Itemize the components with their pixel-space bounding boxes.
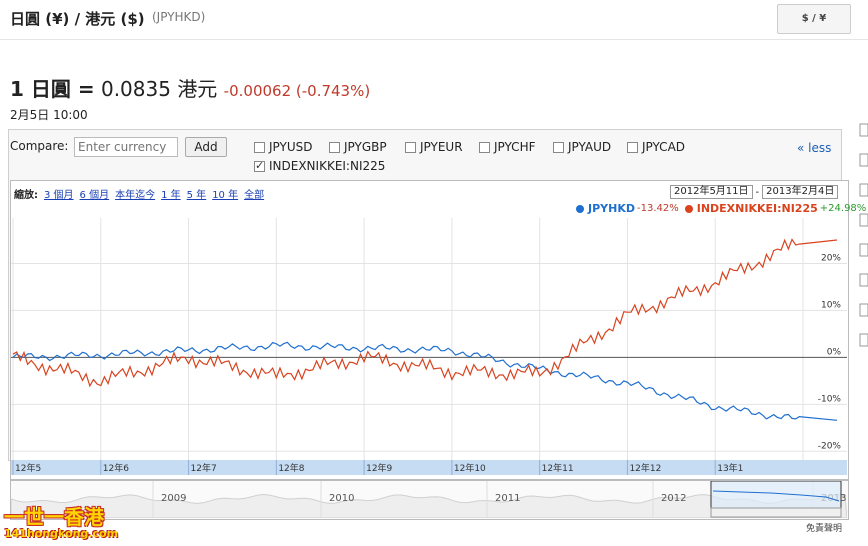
compare-option-label: JPYEUR bbox=[420, 140, 463, 154]
navigator-year-label: 2009 bbox=[161, 493, 186, 504]
legend-series-name: INDEXNIKKEI:NI225 bbox=[696, 202, 818, 215]
navigator-overview[interactable]: 20092010201120122013 bbox=[11, 481, 847, 518]
date-start-field[interactable]: 2012年5月11日 bbox=[670, 185, 753, 199]
zoom-3m[interactable]: 3 個月 bbox=[44, 190, 74, 201]
quote-unit: 港元 bbox=[177, 77, 218, 101]
compare-option-label: JPYCAD bbox=[642, 140, 686, 154]
zoom-ytd[interactable]: 本年迄今 bbox=[115, 190, 156, 201]
navigator-year-label: 2011 bbox=[495, 493, 520, 504]
compare-option-jpyusd[interactable]: JPYUSD bbox=[254, 140, 312, 154]
checkbox[interactable] bbox=[553, 141, 564, 153]
x-tick-label: 12年9 bbox=[366, 462, 392, 474]
chart-legend: JPYHKD -13.42% INDEXNIKKEI:NI225 +24.98% bbox=[576, 202, 866, 215]
ticker-symbol: (JPYHKD) bbox=[152, 10, 206, 24]
add-compare-button[interactable]: Add bbox=[185, 137, 227, 157]
chart-frame bbox=[10, 180, 849, 480]
compare-option-jpychf[interactable]: JPYCHF bbox=[479, 140, 536, 154]
x-tick-label: 12年11 bbox=[542, 462, 574, 474]
compare-label: Compare: bbox=[10, 139, 69, 153]
x-tick-label: 12年7 bbox=[191, 462, 217, 474]
x-axis-labels: 12年5 12年6 12年7 12年8 12年9 12年10 12年11 12年12 13年1 bbox=[12, 460, 743, 475]
compare-option-jpygbp[interactable]: JPYGBP bbox=[329, 140, 387, 154]
checkbox[interactable] bbox=[405, 141, 416, 153]
y-tick-label: 20% bbox=[821, 253, 841, 263]
date-end-field[interactable]: 2013年2月4日 bbox=[762, 185, 839, 199]
compare-option-jpyeur[interactable]: JPYEUR bbox=[405, 140, 463, 154]
series-line-nikkei bbox=[12, 238, 838, 388]
checkbox[interactable] bbox=[627, 141, 638, 153]
x-tick-label: 13年1 bbox=[717, 462, 743, 474]
compare-option-jpycad[interactable]: JPYCAD bbox=[627, 140, 685, 154]
compare-option-label: JPYUSD bbox=[269, 140, 313, 154]
navigator-scrollbar[interactable] bbox=[710, 507, 842, 518]
navigator-year-label: 2010 bbox=[329, 493, 354, 504]
zoom-6m[interactable]: 6 個月 bbox=[79, 190, 110, 201]
navigator-year-label: 2012 bbox=[661, 493, 686, 504]
swap-currency-button[interactable]: $ / ¥ bbox=[777, 4, 851, 34]
quote-time: 2月5日 10:00 bbox=[10, 108, 88, 122]
compare-option-label: INDEXNIKKEI:NI225 bbox=[269, 159, 386, 173]
zoom-5y[interactable]: 5 年 bbox=[186, 190, 207, 201]
legend-dot-icon bbox=[576, 204, 584, 213]
watermark-url: 141hongkong.com bbox=[4, 527, 119, 540]
quote-value: 0.0835 bbox=[100, 77, 171, 101]
page-title: 日圓 (¥) / 港元 ($) bbox=[10, 10, 145, 28]
x-tick-label: 12年6 bbox=[103, 462, 129, 474]
compare-option-label: JPYCHF bbox=[494, 140, 536, 154]
date-range-separator: - bbox=[755, 186, 760, 198]
compare-option-label: JPYAUD bbox=[568, 140, 612, 154]
zoom-label: 縮放: bbox=[14, 190, 38, 201]
series-line-jpyhkd bbox=[12, 341, 838, 421]
x-tick-label: 12年12 bbox=[629, 462, 661, 474]
compare-option-label: JPYGBP bbox=[344, 140, 387, 154]
x-axis-band bbox=[11, 460, 847, 475]
zoom-controls: 縮放: 3 個月 6 個月 本年迄今 1 年 5 年 10 年 全部 bbox=[14, 186, 264, 201]
legend-series-name: JPYHKD bbox=[588, 202, 635, 215]
truncated-side-panel bbox=[859, 123, 868, 347]
watermark-logo: 一世一香港 bbox=[4, 505, 104, 529]
quote-lead: 1 日圓 = bbox=[10, 77, 95, 101]
x-tick-label: 12年8 bbox=[278, 462, 304, 474]
zoom-all[interactable]: 全部 bbox=[244, 190, 265, 201]
x-tick-label: 12年5 bbox=[15, 462, 41, 474]
y-tick-label: -10% bbox=[818, 394, 842, 404]
line-chart[interactable]: 20% 10% 0% -10% -20% bbox=[11, 218, 847, 460]
y-tick-label: 0% bbox=[827, 347, 842, 357]
checkbox[interactable] bbox=[329, 141, 340, 153]
x-tick-label: 12年10 bbox=[454, 462, 486, 474]
zoom-1y[interactable]: 1 年 bbox=[161, 190, 181, 201]
compare-option-jpyaud[interactable]: JPYAUD bbox=[553, 140, 611, 154]
legend-dot-icon bbox=[684, 204, 693, 213]
less-options-link[interactable]: « less bbox=[797, 141, 832, 155]
quote-change: -0.00062 (-0.743%) bbox=[223, 82, 371, 100]
y-tick-label: 10% bbox=[821, 300, 841, 310]
compare-option-nikkei[interactable]: INDEXNIKKEI:NI225 bbox=[254, 159, 385, 173]
checkbox-checked[interactable] bbox=[254, 159, 265, 172]
date-range: 2012年5月11日 - 2013年2月4日 bbox=[670, 185, 839, 199]
checkbox[interactable] bbox=[254, 141, 265, 153]
y-tick-label: -20% bbox=[818, 441, 842, 451]
checkbox[interactable] bbox=[479, 141, 490, 153]
header-divider bbox=[0, 39, 868, 40]
compare-currency-input[interactable] bbox=[74, 137, 178, 157]
quote-line: 1 日圓 = 0.0835 港元 -0.00062 (-0.743%) bbox=[10, 73, 370, 102]
legend-series-change: -13.42% bbox=[636, 203, 679, 214]
legend-series-change: +24.98% bbox=[819, 203, 867, 214]
disclaimer-link[interactable]: 免責聲明 bbox=[806, 524, 843, 534]
navigator-series-line bbox=[712, 490, 840, 502]
zoom-10y[interactable]: 10 年 bbox=[212, 190, 239, 201]
